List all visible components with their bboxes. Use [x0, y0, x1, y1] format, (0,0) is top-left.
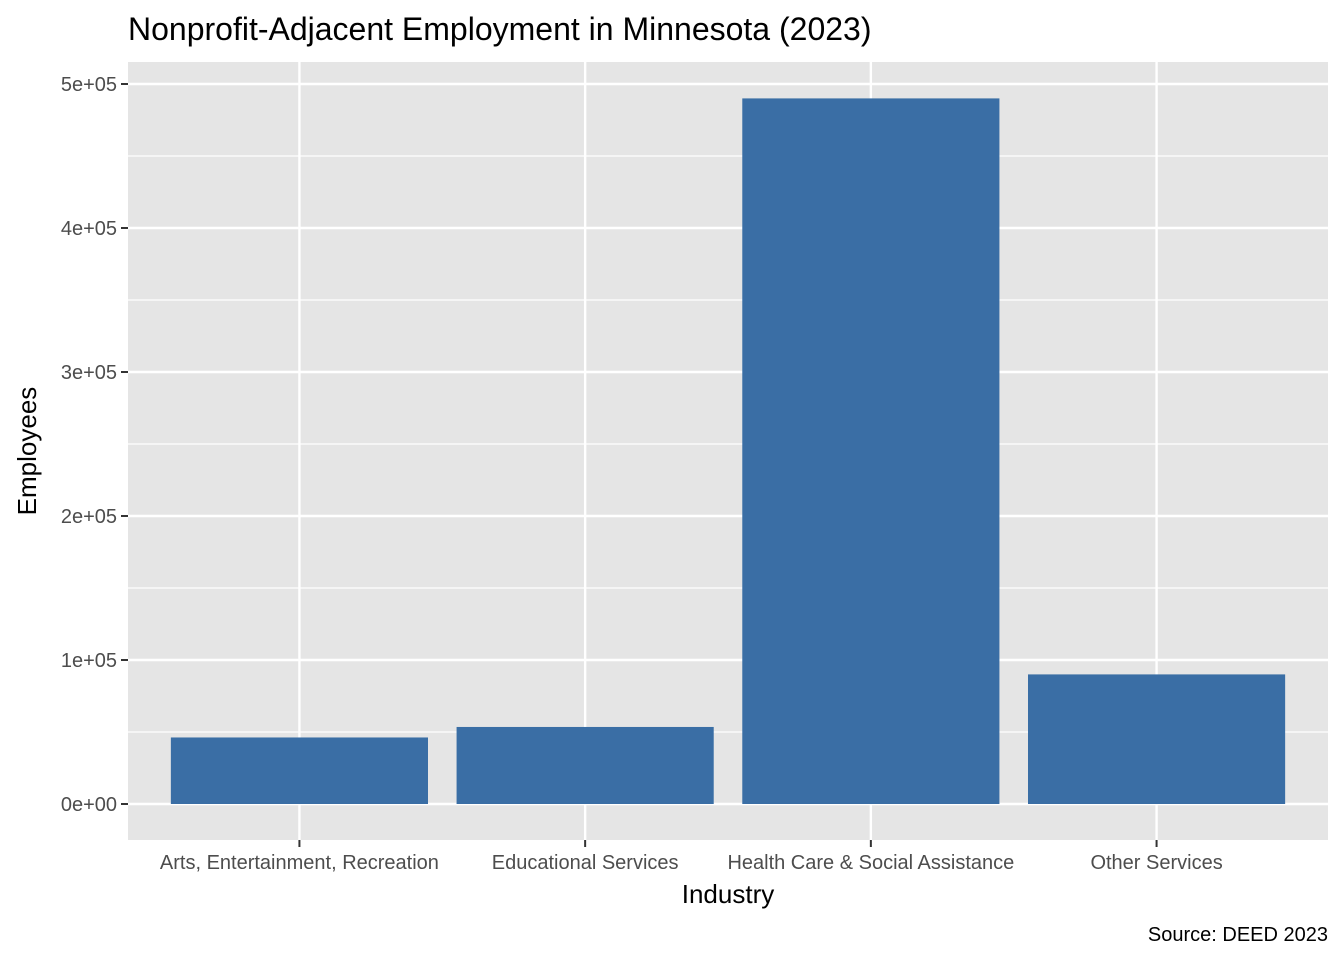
- y-tick-label: 2e+05: [61, 506, 117, 528]
- bar: [456, 726, 714, 804]
- x-axis-title: Industry: [682, 879, 775, 909]
- y-axis-title: Employees: [12, 387, 42, 516]
- y-tick-label: 4e+05: [61, 218, 117, 240]
- x-axis: Arts, Entertainment, Recreation Education…: [160, 840, 1223, 874]
- bar: [170, 737, 428, 804]
- source-caption: Source: DEED 2023: [1148, 924, 1328, 946]
- y-axis: 0e+00 1e+05 2e+05 3e+05 4e+05 5e+05: [61, 74, 128, 816]
- x-tick-label: Health Care & Social Assistance: [727, 852, 1014, 874]
- chart-title: Nonprofit-Adjacent Employment in Minneso…: [128, 11, 871, 47]
- y-tick-label: 0e+00: [61, 794, 117, 816]
- bars: [170, 98, 1286, 804]
- bar: [742, 98, 1000, 804]
- bar: [1028, 674, 1286, 804]
- x-tick-label: Educational Services: [492, 852, 679, 874]
- y-tick-label: 1e+05: [61, 650, 117, 672]
- y-tick-label: 5e+05: [61, 74, 117, 96]
- y-tick-label: 3e+05: [61, 362, 117, 384]
- x-tick-label: Arts, Entertainment, Recreation: [160, 852, 439, 874]
- x-tick-label: Other Services: [1090, 852, 1222, 874]
